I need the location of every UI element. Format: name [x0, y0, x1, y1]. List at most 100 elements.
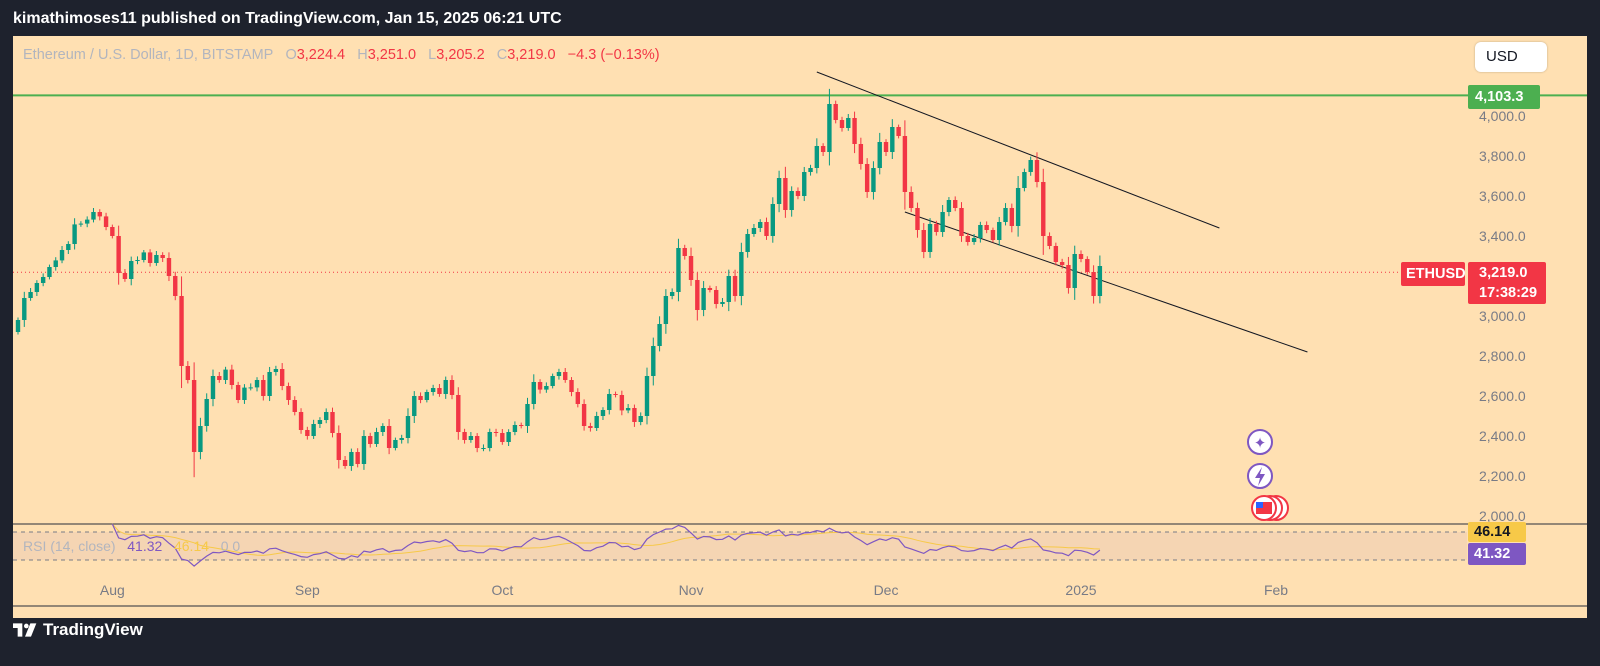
candle-body	[588, 426, 593, 428]
candle-body	[40, 277, 46, 283]
candle-body	[103, 216, 109, 227]
y-tick-label: 2,600.0	[1479, 388, 1526, 404]
candle-body	[902, 136, 908, 192]
candle-body	[487, 432, 492, 448]
candle-body	[770, 204, 775, 236]
candle-body	[953, 200, 958, 208]
candle-body	[789, 191, 794, 210]
candle-body	[84, 219, 90, 224]
candle-body	[820, 146, 826, 152]
candle-body	[355, 452, 360, 464]
candle-body	[1066, 265, 1071, 288]
candle-body	[795, 191, 801, 196]
candle-body	[512, 425, 518, 432]
candle-body	[311, 424, 316, 436]
y-tick-label: 3,400.0	[1479, 228, 1526, 244]
candle-body	[267, 372, 272, 396]
candle-body	[732, 276, 738, 296]
candle-body	[569, 380, 574, 392]
candle-body	[66, 244, 71, 250]
candle-body	[493, 432, 499, 433]
candle-body	[78, 223, 84, 225]
y-tick-label: 2,400.0	[1479, 428, 1526, 444]
rsi-legend: RSI (14, close) 41.32 46.14 0 0	[23, 538, 240, 554]
candle-body	[1034, 160, 1040, 182]
candle-body	[1091, 272, 1096, 296]
candle-body	[827, 104, 832, 152]
candle-body	[273, 369, 279, 372]
candle-body	[15, 320, 21, 332]
close-label: C	[496, 47, 508, 63]
price-chart[interactable]: 2,000.0 2,200.0 2,400.0 2,600.0 2,800.0 3,000…	[13, 36, 1587, 618]
trendline	[904, 211, 1308, 353]
candle-body	[751, 228, 757, 234]
candle-body	[1015, 188, 1021, 226]
candle-body	[28, 292, 33, 298]
tradingview-footer[interactable]: TradingView	[13, 620, 143, 640]
candle-body	[500, 433, 505, 442]
candle-body	[129, 261, 134, 279]
x-tick-label: Oct	[491, 582, 513, 598]
candle-body	[47, 267, 52, 277]
candle-body	[135, 260, 140, 261]
candle-body	[317, 420, 323, 424]
candle-body	[437, 388, 442, 394]
candle-body	[393, 440, 398, 448]
candle-body	[1028, 160, 1033, 172]
candle-body	[644, 376, 650, 416]
rsi-ma-value: 46.14	[173, 538, 210, 554]
candle-body	[550, 376, 555, 386]
candle-body	[1072, 254, 1077, 288]
candle-body	[412, 396, 417, 416]
candle-body	[619, 395, 625, 411]
rsi-ma-tag: 46.14	[1468, 522, 1526, 542]
candle-body	[852, 118, 857, 144]
candle-body	[349, 452, 354, 466]
candle-body	[846, 118, 851, 128]
candle-body	[908, 192, 914, 208]
y-tick-label: 3,000.0	[1479, 308, 1526, 324]
chart-panel[interactable]: 2,000.0 2,200.0 2,400.0 2,600.0 2,800.0 3,000…	[13, 36, 1587, 618]
candle-body	[147, 252, 153, 263]
candle-body	[235, 385, 241, 400]
symbol-tag: ETHUSD	[1401, 262, 1466, 286]
candle-body	[802, 172, 807, 196]
candle-body	[443, 380, 448, 394]
candle-body	[116, 236, 121, 273]
currency-button[interactable]: USD	[1475, 42, 1547, 72]
x-tick-label: Dec	[874, 582, 899, 598]
ai-sparkle-glyph: ✦	[1254, 434, 1267, 452]
candle-body	[198, 426, 203, 452]
candle-body	[997, 222, 1002, 240]
candle-body	[336, 433, 341, 460]
candle-body	[695, 280, 700, 310]
candle-body	[632, 408, 637, 422]
candle-body	[613, 394, 618, 395]
y-tick-label: 2,000.0	[1479, 508, 1526, 524]
candle-body	[1059, 262, 1065, 265]
candle-body	[204, 399, 209, 426]
candle-body	[600, 410, 606, 416]
candle-body	[506, 432, 511, 442]
candle-body	[449, 380, 455, 395]
publisher-line: kimathimoses11 published on TradingView.…	[13, 10, 562, 27]
x-tick-label: Sep	[295, 582, 320, 598]
candle-body	[242, 387, 247, 400]
candle-body	[91, 212, 96, 220]
candle-body	[1085, 259, 1090, 272]
candle-body	[324, 412, 329, 420]
candle-body	[122, 273, 128, 279]
candle-body	[669, 292, 675, 296]
candle-body	[160, 255, 165, 258]
rsi-label: RSI (14, close)	[23, 538, 116, 554]
candle-body	[342, 460, 348, 466]
candle-body	[657, 324, 662, 346]
candle-body	[481, 448, 486, 449]
change-value: −4.3 (−0.13%)	[567, 47, 660, 63]
candle-body	[185, 366, 191, 380]
candle-body	[575, 392, 581, 404]
candle-body	[946, 200, 952, 212]
candle-body	[468, 436, 474, 440]
candle-body	[940, 212, 945, 232]
candle-body	[1047, 236, 1052, 246]
